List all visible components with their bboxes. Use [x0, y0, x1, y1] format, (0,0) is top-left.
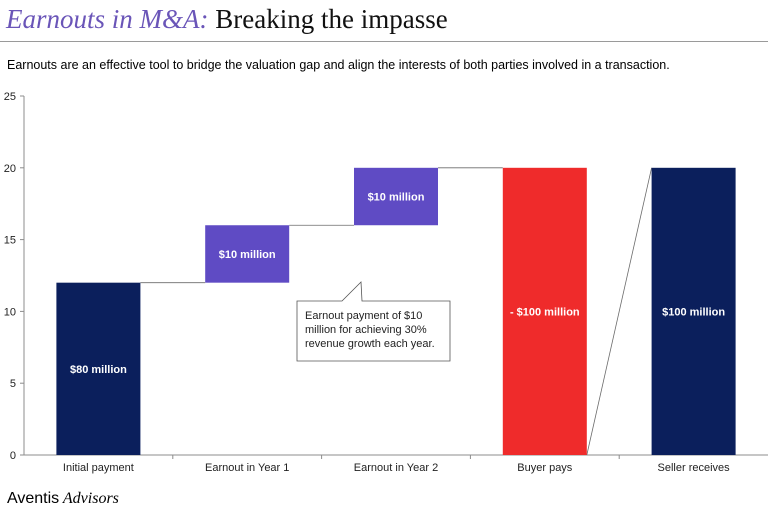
y-tick-label: 10 — [4, 306, 16, 318]
bar-3 — [354, 167, 438, 226]
annotation-text-line: revenue growth each year. — [305, 338, 435, 350]
annotation-callout — [296, 281, 451, 362]
annotation-text-line: Earnout payment of $10 — [305, 310, 422, 322]
y-tick-label: 20 — [4, 163, 16, 175]
title-rest: Breaking the impasse — [208, 4, 448, 34]
y-tick-label: 15 — [4, 235, 16, 247]
y-tick-label: 0 — [10, 450, 16, 462]
subtitle: Earnouts are an effective tool to bridge… — [7, 58, 670, 72]
bar-4 — [502, 167, 587, 456]
title-accent: Earnouts in M&A: — [6, 4, 209, 34]
bar-5 — [651, 167, 736, 456]
bar-value-label: $10 million — [368, 192, 425, 204]
annotation-text-line: million for achieving 30% — [305, 324, 427, 336]
y-tick-label: 5 — [10, 378, 16, 390]
bar-value-label: $10 million — [219, 249, 276, 261]
x-category-label: Initial payment — [63, 462, 134, 474]
connector-line — [586, 167, 652, 456]
page-title: Earnouts in M&A: Breaking the impasse — [6, 4, 448, 35]
bar-1 — [56, 282, 141, 455]
brand-logo: Aventis Advisors — [7, 490, 119, 508]
waterfall-chart: 0 5 10 15 20 25 $80 million Initial payment $10 … — [4, 91, 768, 474]
x-category-label: Seller receives — [658, 462, 731, 474]
bar-value-label: - $100 million — [510, 306, 580, 318]
y-tick-label: 25 — [4, 91, 16, 103]
x-category-label: Buyer pays — [517, 462, 573, 474]
x-category-label: Earnout in Year 2 — [354, 462, 438, 474]
title-divider — [0, 41, 768, 42]
bar-value-label: $100 million — [662, 306, 725, 318]
bar-value-label: $80 million — [70, 364, 127, 376]
brand-name-part1: Aventis — [7, 490, 60, 507]
x-category-label: Earnout in Year 1 — [205, 462, 289, 474]
brand-name-part2: Advisors — [59, 490, 119, 507]
bar-2 — [205, 225, 290, 283]
